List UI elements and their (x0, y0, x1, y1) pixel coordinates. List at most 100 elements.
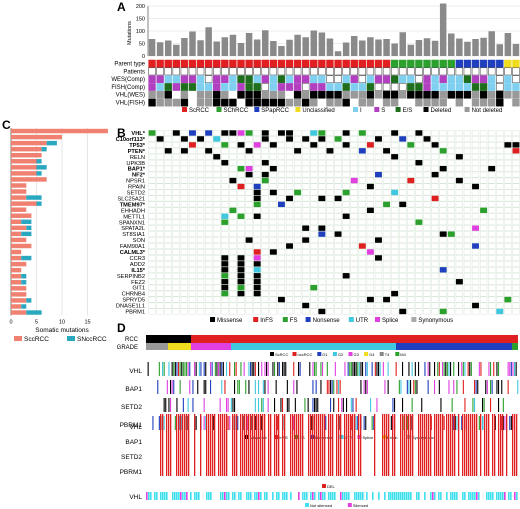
a-track-cell (374, 67, 383, 76)
b-cell (302, 201, 310, 208)
b-cell (172, 153, 180, 160)
b-mutation-cell (245, 166, 253, 172)
d-del-stripe (212, 414, 214, 476)
a-track-cell (342, 83, 350, 91)
b-cell (431, 165, 439, 172)
d-legend-swatch (364, 352, 369, 356)
d-mutation-stripe (501, 380, 503, 394)
b-cell (447, 249, 455, 255)
b-mutation-cell (342, 273, 350, 279)
b-mutation-cell (431, 171, 439, 178)
d-mutation-stripe (224, 380, 226, 394)
b-cell (261, 237, 269, 243)
b-legend-swatch (282, 317, 288, 322)
b-mutation-cell (366, 142, 374, 148)
b-cell (318, 165, 326, 172)
b-cell (261, 225, 269, 232)
b-cell (277, 136, 286, 142)
a-bar (270, 41, 277, 56)
d-mutation-stripe (448, 362, 450, 376)
a-track-cell (431, 59, 439, 68)
b-cell (172, 308, 180, 315)
b-cell (245, 290, 253, 297)
b-cell (293, 136, 302, 142)
a-track-cell (302, 83, 310, 91)
d-mutation-stripe (267, 398, 269, 412)
b-cell (479, 130, 488, 136)
a-track-cell (253, 59, 261, 68)
d-meth-stripe (486, 492, 488, 500)
d-legend-swatch (270, 352, 274, 356)
b-cell (366, 290, 375, 297)
b-cell (156, 272, 164, 279)
b-cell (253, 177, 261, 184)
a-track-cell (366, 59, 375, 68)
a-track-cell (269, 90, 278, 99)
d-meth-stripe (404, 492, 406, 500)
b-cell (391, 266, 399, 273)
b-mutation-cell (455, 177, 463, 184)
b-cell (326, 141, 334, 148)
b-mutation-cell (504, 142, 512, 148)
b-mutation-cell (221, 290, 229, 297)
a-track-cell (512, 83, 520, 91)
b-cell (302, 284, 310, 291)
a-bar (415, 40, 423, 56)
d-del-stripe (276, 414, 278, 476)
b-mutation-cell (342, 142, 350, 148)
b-cell (382, 183, 391, 190)
b-cell (463, 159, 472, 166)
d-mutation-stripe (494, 416, 496, 430)
b-cell (439, 195, 447, 202)
b-cell (423, 284, 431, 291)
b-cell (156, 243, 164, 249)
b-cell (180, 296, 189, 303)
b-cell (148, 266, 156, 273)
b-cell (261, 243, 269, 249)
b-cell (407, 266, 415, 273)
a-track-cell (261, 75, 269, 84)
b-cell (164, 266, 172, 273)
b-cell (196, 159, 205, 166)
b-cell (213, 165, 221, 172)
b-cell (188, 177, 197, 184)
b-cell (245, 177, 253, 184)
d-del-stripe (242, 414, 244, 476)
a-track-cell (293, 67, 302, 76)
a-bar (383, 39, 390, 56)
d-mutation-stripe (283, 362, 285, 376)
b-cell (512, 136, 520, 142)
b-cell (261, 195, 269, 202)
d-mutation-stripe (461, 362, 463, 376)
a-track-cell (342, 75, 350, 84)
b-cell (261, 153, 269, 160)
d-legend-label: DEL (327, 484, 336, 489)
d-del-stripe (296, 414, 298, 476)
a-track-cell (334, 98, 342, 107)
b-cell (479, 261, 488, 267)
d-mutation-stripe (421, 398, 423, 412)
b-mutation-cell (221, 160, 229, 166)
c-bar-sccrcc (11, 201, 37, 206)
b-cell (285, 278, 294, 285)
b-mutation-cell (237, 213, 245, 219)
d-del-stripe (170, 414, 172, 476)
b-cell (188, 290, 197, 297)
a-track-cell (253, 90, 261, 99)
b-cell (447, 130, 455, 136)
b-cell (334, 141, 342, 148)
b-cell (488, 195, 496, 202)
b-cell (431, 130, 439, 136)
b-cell (205, 266, 213, 273)
b-cell (496, 272, 504, 279)
b-cell (156, 308, 164, 315)
d-meth-stripe (408, 492, 410, 500)
d-mutation-stripe (267, 380, 269, 394)
b-cell (326, 308, 334, 315)
b-cell (196, 171, 205, 178)
a-track-cell (512, 75, 520, 84)
a-legend-label: Not deleted (472, 108, 503, 114)
d-mutation-stripe (322, 362, 324, 376)
b-cell (188, 284, 197, 291)
c-bar-sccrcc (11, 153, 42, 158)
